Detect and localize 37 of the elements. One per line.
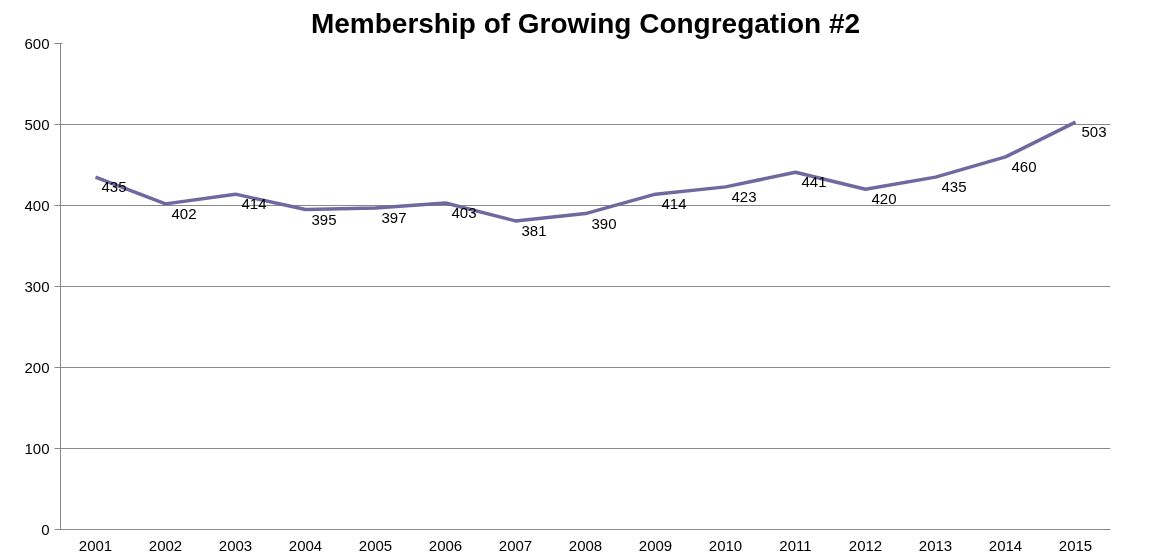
y-tick-label: 500 [24,115,50,133]
data-label: 397 [381,208,407,226]
y-tick-label: 100 [24,439,50,457]
x-tick-label: 2001 [78,536,113,554]
data-label: 435 [941,178,967,196]
x-tick-label: 2003 [218,536,253,554]
chart-title: Membership of Growing Congregation #2 [310,7,861,39]
y-tick-label: 400 [24,196,50,214]
x-tick-label: 2015 [1058,536,1093,554]
x-tick-label: 2002 [148,536,183,554]
data-label: 503 [1081,123,1107,141]
x-tick-label: 2011 [779,536,812,554]
data-label: 414 [241,195,267,213]
y-tick-label: 0 [41,520,50,538]
x-tick-label: 2005 [358,536,393,554]
x-tick-label: 2014 [988,536,1023,554]
x-tick-label: 2009 [638,536,673,554]
data-label: 403 [451,204,477,222]
data-label: 402 [171,204,197,222]
data-label: 390 [591,214,617,232]
data-label: 381 [521,221,547,239]
y-tick-label: 600 [24,34,50,52]
x-tick-label: 2013 [918,536,953,554]
data-label: 395 [311,210,337,228]
x-tick-label: 2008 [568,536,603,554]
x-tick-label: 2004 [288,536,323,554]
data-label: 441 [801,173,827,191]
x-tick-label: 2010 [708,536,743,554]
data-label: 460 [1011,157,1037,175]
y-tick-label: 200 [24,358,50,376]
x-tick-label: 2006 [428,536,463,554]
y-tick-label: 300 [24,277,50,295]
x-tick-label: 2012 [848,536,883,554]
data-label: 423 [731,187,757,205]
data-label: 414 [661,195,687,213]
x-tick-label: 2007 [498,536,533,554]
data-label: 420 [871,190,897,208]
